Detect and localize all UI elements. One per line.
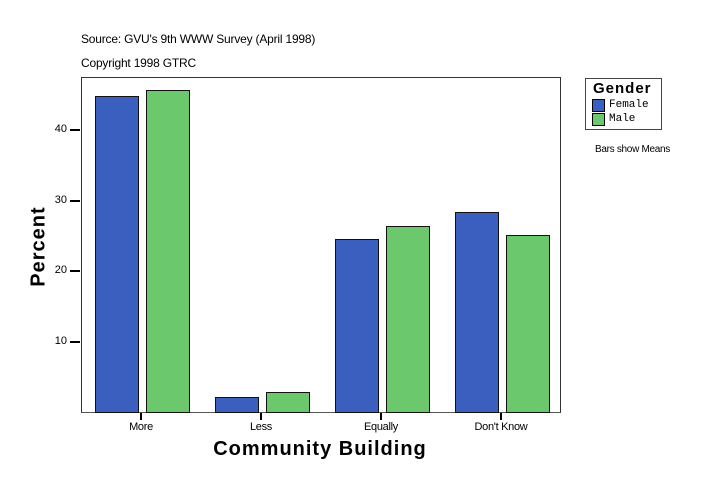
y-tick-label: 20 xyxy=(54,264,67,276)
copyright-caption: Copyright 1998 GTRC xyxy=(81,56,196,70)
bar-male-don-t-know xyxy=(506,235,550,413)
y-tick-label: 10 xyxy=(54,335,67,347)
y-tick-mark xyxy=(70,200,80,202)
plot-area xyxy=(81,77,561,413)
legend-swatch-female xyxy=(592,99,605,112)
x-tick-label: More xyxy=(129,421,153,433)
bar-male-equally xyxy=(386,226,430,413)
legend: Gender Female Male xyxy=(585,78,662,130)
legend-label: Male xyxy=(609,113,636,125)
x-tick-label: Less xyxy=(249,421,273,433)
y-tick-label: 40 xyxy=(54,123,67,135)
source-caption: Source: GVU's 9th WWW Survey (April 1998… xyxy=(81,32,316,46)
legend-label: Female xyxy=(609,99,649,111)
x-tick-mark xyxy=(140,413,142,420)
bar-female-more xyxy=(95,96,139,413)
bar-male-less xyxy=(266,392,310,413)
x-tick-mark xyxy=(260,413,262,420)
y-tick-mark xyxy=(70,129,80,131)
y-tick-mark xyxy=(70,341,80,343)
x-tick-mark xyxy=(380,413,382,420)
legend-swatch-male xyxy=(592,113,605,126)
x-tick-mark xyxy=(500,413,502,420)
legend-title: Gender xyxy=(593,80,652,97)
bar-female-equally xyxy=(335,239,379,413)
x-tick-label: Don't Know xyxy=(474,421,528,433)
x-axis-title: Community Building xyxy=(213,438,427,460)
x-tick-label: Equally xyxy=(364,421,398,433)
bar-male-more xyxy=(146,90,190,413)
bar-female-less xyxy=(215,397,259,413)
y-tick-mark xyxy=(70,270,80,272)
means-note: Bars show Means xyxy=(595,144,670,155)
bar-female-don-t-know xyxy=(455,212,499,413)
y-tick-label: 30 xyxy=(54,194,67,206)
